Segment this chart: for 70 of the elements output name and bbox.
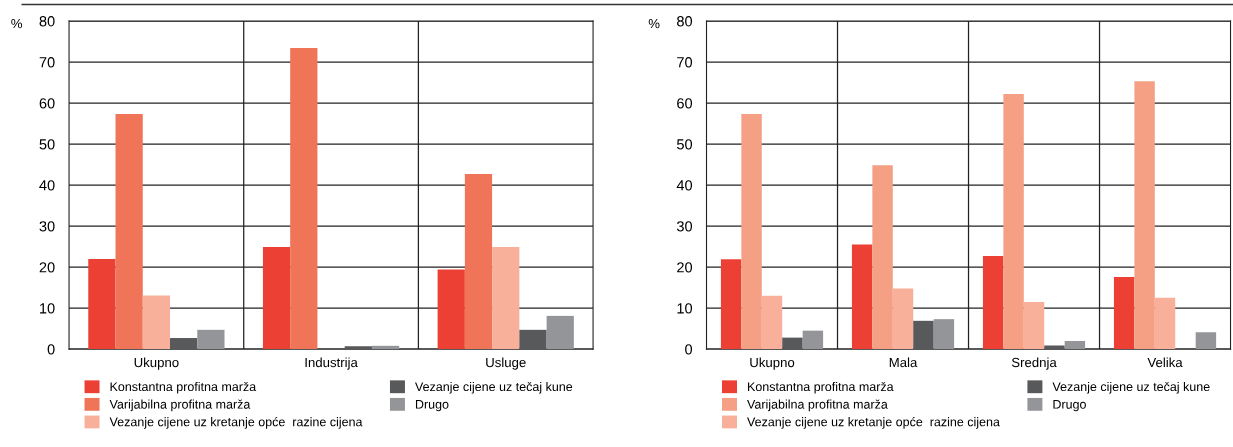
bar (933, 319, 955, 350)
y-axis-title: % (11, 18, 23, 29)
y-tick-label: 60 (677, 98, 693, 109)
bar (913, 320, 934, 350)
bar (197, 329, 225, 350)
bar (802, 330, 824, 350)
legend-label: Varijabilna profitna marža (109, 399, 251, 412)
legend-label: Vezanje cijene uz tečaj kune (1052, 381, 1210, 394)
y-axis-title: % (648, 18, 660, 29)
bar (1023, 301, 1045, 350)
x-tick-label: Industrija (305, 357, 358, 370)
bar (1003, 94, 1024, 350)
bar (892, 288, 914, 350)
legend-label: Konstantna profitna marža (748, 381, 894, 394)
y-tick-label: 10 (677, 303, 693, 314)
bar (1195, 332, 1217, 350)
bar (371, 345, 400, 350)
y-tick-label: 0 (685, 344, 693, 355)
x-tick-label: Mala (889, 357, 918, 368)
bar (1044, 345, 1065, 350)
bar (437, 269, 465, 350)
bar (982, 256, 1004, 350)
bar (546, 315, 574, 350)
y-tick-label: 70 (39, 57, 55, 68)
legend-label: Konstantna profitna marža (110, 381, 257, 394)
legend-label: Vezanje cijene uz kretanje opće razine cijena (747, 416, 1000, 429)
bar (115, 114, 143, 350)
y-tick-label: 20 (677, 262, 693, 273)
x-tick-label: Velika (1147, 357, 1183, 368)
y-tick-label: 30 (39, 221, 55, 232)
bar (492, 246, 520, 350)
y-tick-label: 50 (39, 139, 55, 150)
bar (464, 173, 493, 350)
bar (851, 244, 873, 350)
y-tick-label: 20 (39, 262, 55, 273)
bar (872, 165, 893, 350)
bar (170, 338, 198, 350)
legend-label: Drugo (1053, 399, 1086, 412)
bar (519, 329, 547, 350)
bar (782, 337, 803, 350)
x-tick-label: Srednja (1011, 357, 1057, 370)
bar (1154, 297, 1176, 350)
legend-label: Vezanje cijene uz kretanje opće razine cijena (109, 416, 363, 429)
bar (142, 295, 171, 350)
y-tick-label: 40 (39, 180, 55, 191)
legend-label: Varijabilna profitna marža (747, 399, 888, 412)
y-tick-label: 30 (676, 221, 693, 232)
x-tick-label: Usluge (486, 357, 526, 370)
bar (88, 258, 116, 350)
bar (262, 246, 291, 350)
y-tick-label: 50 (676, 139, 693, 150)
bar (761, 295, 783, 350)
y-tick-label: 70 (677, 57, 693, 68)
bar (1064, 340, 1086, 350)
x-tick-label: Ukupno (750, 357, 795, 370)
bar (720, 259, 742, 350)
y-tick-label: 40 (676, 180, 693, 191)
y-tick-label: 60 (39, 98, 55, 109)
y-tick-label: 80 (39, 16, 55, 27)
bar (1134, 81, 1155, 350)
y-tick-label: 10 (40, 303, 55, 314)
y-tick-label: 0 (47, 344, 55, 355)
legend-label: Vezanje cijene uz tečaj kune (415, 381, 573, 394)
bar (741, 114, 762, 350)
legend-label: Drugo (415, 399, 449, 412)
y-tick-label: 80 (677, 16, 693, 27)
bar (290, 48, 318, 350)
x-tick-label: Ukupno (134, 357, 179, 370)
bar (1113, 276, 1135, 350)
bar (344, 346, 372, 350)
